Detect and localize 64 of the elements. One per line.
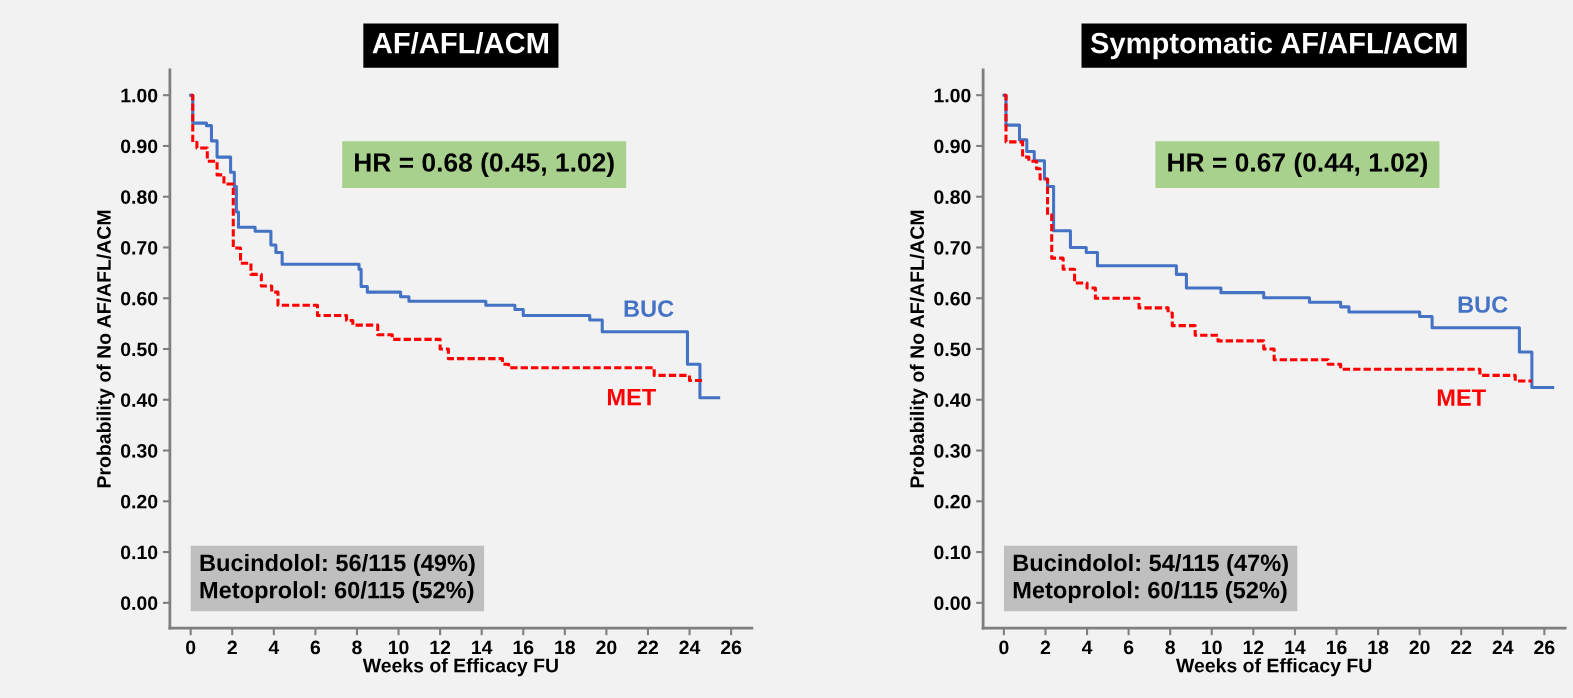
x-tick-label: 26 xyxy=(720,640,742,655)
x-tick-label: 4 xyxy=(1081,640,1093,655)
annotation: Bucindolol: 54/115 (47%) Metoprolol: 60/115 (52%) xyxy=(1013,553,1288,604)
chart-title: Symptomatic AF/AFL/ACM xyxy=(1090,32,1457,60)
annotation: Bucindolol: 56/115 (49%) Metoprolol: 60/115 (52%) xyxy=(200,553,475,604)
y-tick-label: 0.10 xyxy=(121,545,158,560)
x-tick-label: 14 xyxy=(1285,640,1306,655)
series-label: MET xyxy=(1437,389,1486,406)
x-tick-label: 0 xyxy=(186,640,196,655)
x-tick-label: 8 xyxy=(352,640,362,655)
y-tick-label: 1.00 xyxy=(934,88,971,103)
y-tick-label: 0.00 xyxy=(934,596,971,611)
y-tick-label: 0.20 xyxy=(934,494,971,509)
y-tick-label: 1.00 xyxy=(121,88,158,103)
series-label: BUC xyxy=(1458,296,1508,313)
x-tick-label: 2 xyxy=(1040,640,1051,655)
series-label: BUC xyxy=(624,300,674,317)
series-label: MET xyxy=(607,388,656,406)
x-axis-title: Weeks of Efficacy FU xyxy=(362,658,558,677)
y-tick-label: 0.90 xyxy=(934,139,971,154)
y-tick-label: 0.00 xyxy=(121,596,158,611)
annotation: HR = 0.67 (0.44, 1.02) xyxy=(1168,152,1428,178)
y-tick-label: 0.50 xyxy=(121,342,158,357)
x-tick-label: 16 xyxy=(513,640,534,655)
x-tick-label: 22 xyxy=(1451,640,1472,655)
x-tick-label: 20 xyxy=(596,640,617,655)
x-tick-label: 4 xyxy=(268,640,280,655)
x-tick-label: 12 xyxy=(1243,640,1264,655)
x-tick-label: 18 xyxy=(555,640,576,655)
x-tick-label: 24 xyxy=(679,640,701,655)
x-tick-label: 0 xyxy=(999,640,1009,655)
x-tick-label: 24 xyxy=(1492,640,1514,655)
x-tick-label: 14 xyxy=(472,640,493,655)
x-tick-label: 10 xyxy=(1202,640,1222,655)
x-tick-label: 6 xyxy=(310,640,321,655)
y-tick-label: 0.20 xyxy=(121,494,158,509)
annotation: HR = 0.68 (0.45, 1.02) xyxy=(355,152,614,178)
y-tick-label: 0.10 xyxy=(934,545,971,560)
x-tick-label: 16 xyxy=(1326,640,1347,655)
x-axis-title: Weeks of Efficacy FU xyxy=(1175,658,1372,677)
y-tick-label: 0.40 xyxy=(934,393,971,407)
y-tick-label: 0.70 xyxy=(121,240,158,255)
y-tick-label: 0.40 xyxy=(121,393,158,407)
x-tick-label: 6 xyxy=(1123,640,1134,655)
x-tick-label: 8 xyxy=(1165,640,1176,655)
y-axis-title: Probability of No AF/AFL/ACM xyxy=(96,210,115,488)
x-tick-label: 10 xyxy=(388,640,409,655)
x-tick-label: 20 xyxy=(1409,640,1430,655)
x-tick-label: 22 xyxy=(637,640,658,655)
y-tick-label: 0.90 xyxy=(121,139,158,154)
y-tick-label: 0.80 xyxy=(934,190,971,204)
y-tick-label: 0.80 xyxy=(121,190,158,204)
x-tick-label: 12 xyxy=(430,640,451,655)
x-tick-label: 26 xyxy=(1534,640,1555,655)
x-tick-label: 18 xyxy=(1368,640,1389,655)
y-tick-label: 0.50 xyxy=(934,342,971,357)
y-tick-label: 0.60 xyxy=(934,291,971,306)
y-tick-label: 0.30 xyxy=(934,444,971,458)
x-tick-label: 2 xyxy=(227,640,237,655)
y-tick-label: 0.60 xyxy=(121,291,158,306)
y-tick-label: 0.70 xyxy=(934,240,971,255)
chart-title: AF/AFL/ACM xyxy=(372,32,549,54)
y-tick-label: 0.30 xyxy=(121,444,158,458)
y-axis-title: Probability of No AF/AFL/ACM xyxy=(909,210,928,488)
